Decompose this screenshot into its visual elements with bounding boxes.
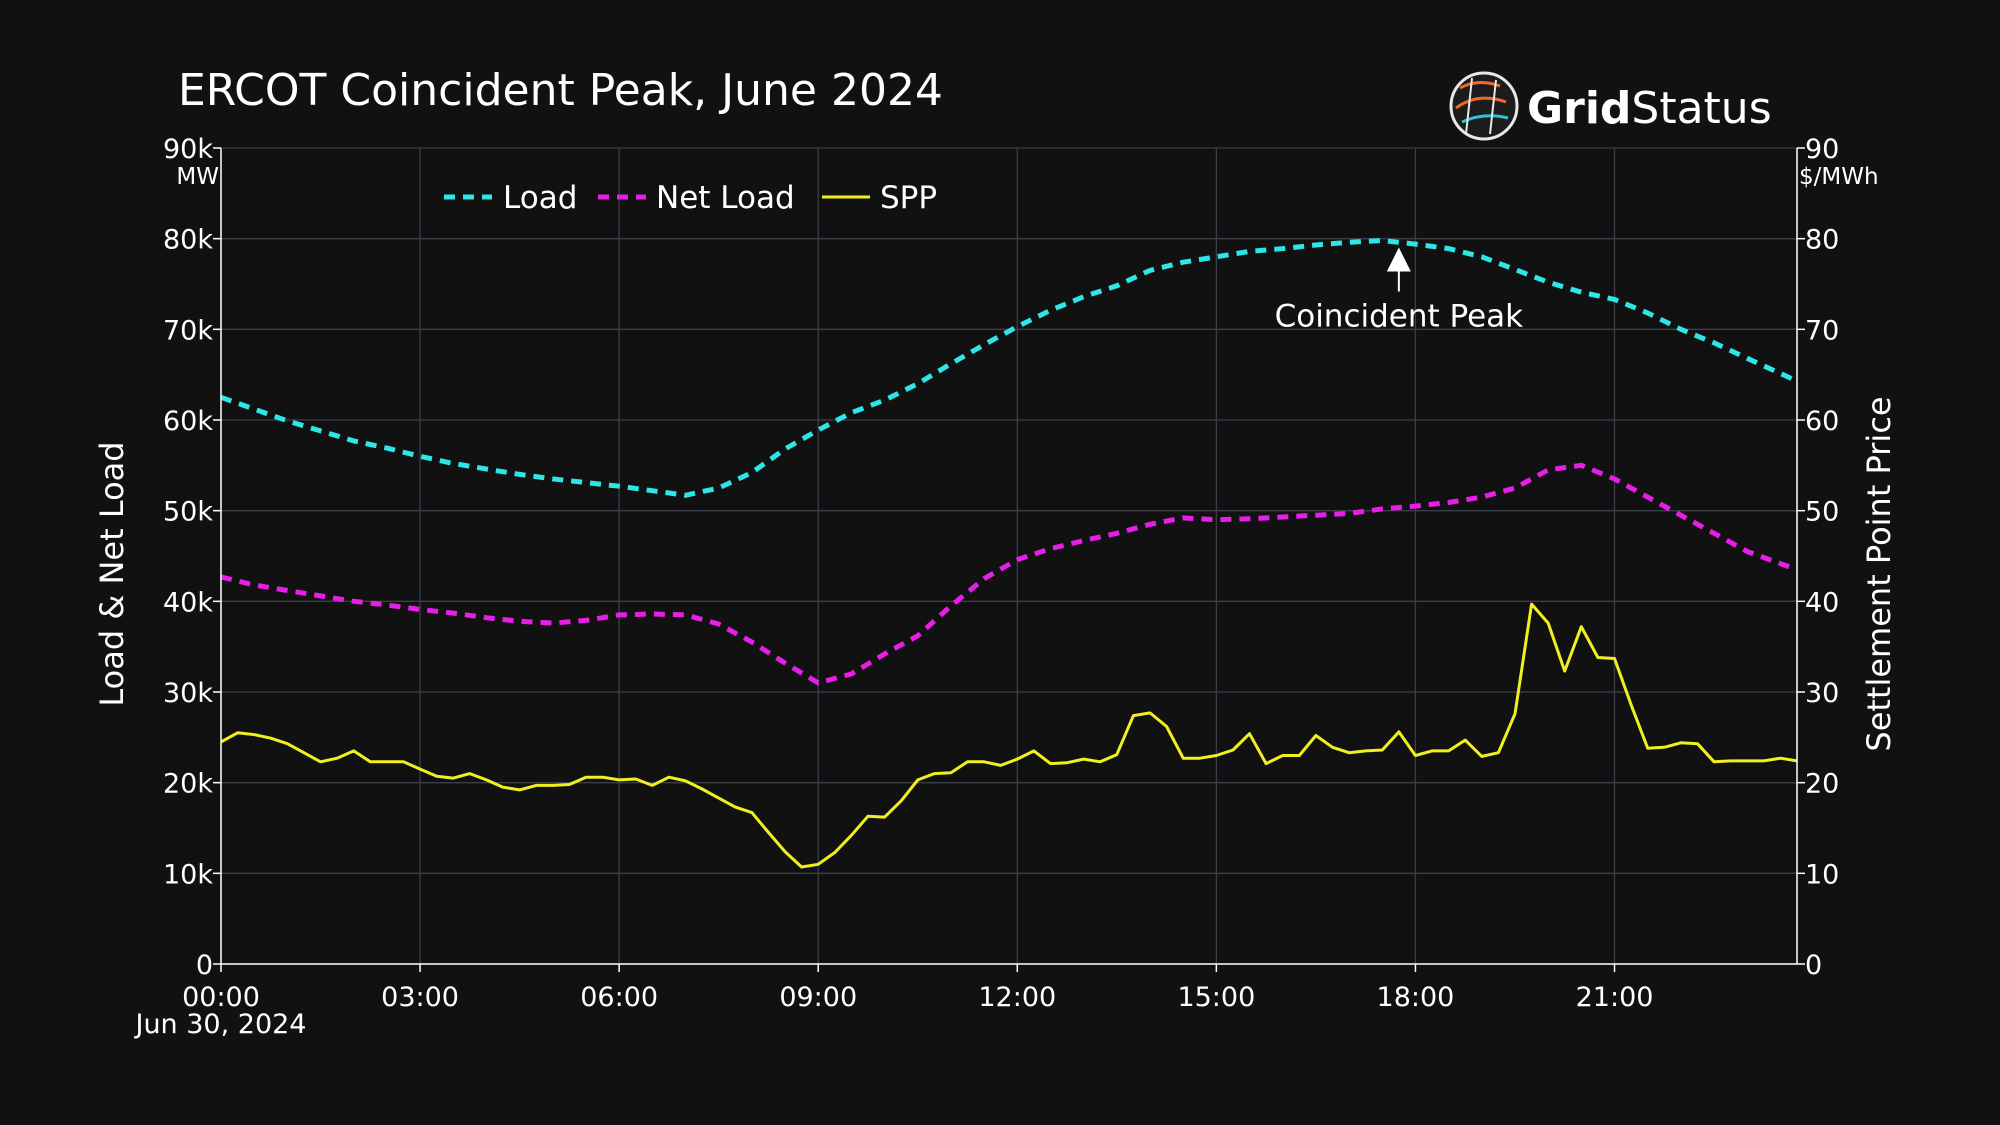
x-tick-label: 12:00 — [978, 982, 1056, 1013]
y-left-tick-label: 20k — [163, 769, 213, 800]
axes: 0 10k 20k 30k 40k 50k 60k 70k 80k 90k 0 10 20 30 40 50 6… — [163, 134, 1839, 1013]
series-layer — [220, 238, 1799, 869]
x-tick-label: 03:00 — [381, 982, 459, 1013]
y-left-tick-label: 80k — [163, 225, 213, 256]
legend: Load Net Load SPP — [444, 180, 937, 216]
legend-label-net-load: Net Load — [656, 180, 795, 216]
y-left-tick-label: 70k — [163, 315, 213, 346]
y-left-tick-label: 0 — [196, 950, 213, 981]
x-tick-label: 06:00 — [580, 982, 658, 1013]
y-left-tick-label: 90k — [163, 134, 213, 165]
legend-label-load: Load — [503, 180, 577, 216]
y-right-tick-label: 0 — [1805, 950, 1822, 981]
x-tick-label: 15:00 — [1177, 982, 1255, 1013]
y-right-tick-label: 10 — [1805, 859, 1839, 890]
y-left-title: Load & Net Load — [93, 441, 131, 706]
legend-item-net-load[interactable]: Net Load — [598, 180, 795, 216]
y-right-title: Settlement Point Price — [1860, 396, 1898, 751]
y-left-tick-label: 50k — [163, 497, 213, 528]
y-right-tick-label: 40 — [1805, 587, 1839, 618]
grid-status-logo: GridStatus — [1449, 71, 1772, 141]
y-left-tick-label: 30k — [163, 678, 213, 709]
series-line-spp — [220, 602, 1798, 869]
y-right-tick-label: 70 — [1805, 315, 1839, 346]
y-right-tick-label: 80 — [1805, 225, 1839, 256]
grid-status-wordmark: GridStatus — [1527, 83, 1772, 134]
series-line-net-load — [220, 462, 1798, 686]
y-left-unit: MW — [176, 164, 219, 190]
y-right-tick-label: 50 — [1805, 497, 1839, 528]
y-right-tick-label: 30 — [1805, 678, 1839, 709]
x-tick-label: 18:00 — [1377, 982, 1455, 1013]
x-date-label: Jun 30, 2024 — [133, 1009, 306, 1040]
legend-item-spp[interactable]: SPP — [822, 180, 937, 216]
chart-title: ERCOT Coincident Peak, June 2024 — [178, 65, 943, 116]
series-line-load — [220, 238, 1799, 498]
y-right-unit: $/MWh — [1799, 164, 1879, 190]
y-right-tick-label: 60 — [1805, 406, 1839, 437]
grid-status-logo-icon — [1449, 71, 1519, 141]
grid-lines — [221, 147, 1797, 964]
y-left-tick-label: 40k — [163, 587, 213, 618]
x-tick-label: 00:00 — [182, 982, 260, 1013]
annotation-layer: Coincident Peak — [1275, 247, 1524, 334]
y-right-tick-label: 90 — [1805, 134, 1839, 165]
coincident-peak-label: Coincident Peak — [1275, 298, 1524, 334]
brand-part1: Grid — [1527, 83, 1631, 134]
x-tick-label: 09:00 — [779, 982, 857, 1013]
y-left-tick-label: 10k — [163, 859, 213, 890]
y-left-tick-label: 60k — [163, 406, 213, 437]
y-right-tick-label: 20 — [1805, 769, 1839, 800]
x-tick-label: 21:00 — [1576, 982, 1654, 1013]
legend-label-spp: SPP — [880, 180, 937, 216]
coincident-peak-arrowhead — [1386, 247, 1411, 272]
brand-part2: Status — [1631, 83, 1771, 134]
legend-item-load[interactable]: Load — [444, 180, 577, 216]
